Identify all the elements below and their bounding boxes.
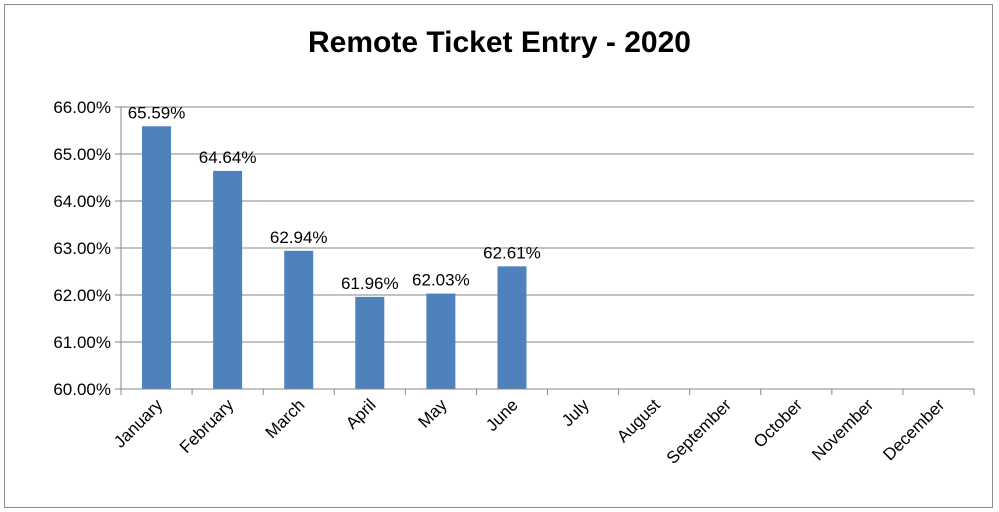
x-tick-label: December: [879, 395, 948, 464]
x-tick-label: August: [613, 395, 664, 446]
y-tick-label: 60.00%: [53, 380, 111, 399]
x-tick-label: July: [558, 395, 593, 430]
data-label: 62.61%: [483, 243, 541, 262]
y-tick-label: 63.00%: [53, 239, 111, 258]
x-tick-label: January: [110, 395, 167, 452]
chart-title: Remote Ticket Entry - 2020: [308, 26, 691, 59]
y-tick-label: 61.00%: [53, 333, 111, 352]
bar: [426, 293, 456, 389]
x-tick-label: September: [663, 395, 735, 467]
bar: [497, 266, 527, 389]
y-tick-label: 62.00%: [53, 286, 111, 305]
y-tick-label: 65.00%: [53, 145, 111, 164]
x-tick-label: November: [808, 395, 877, 464]
x-tick-label: February: [176, 395, 238, 457]
x-tick-label: October: [750, 395, 806, 451]
x-tick-label: June: [482, 395, 522, 435]
x-tick-label: April: [342, 395, 379, 432]
data-label: 61.96%: [341, 274, 399, 293]
x-tick-label: May: [415, 395, 451, 431]
data-label: 65.59%: [128, 103, 186, 122]
data-label: 62.03%: [412, 271, 470, 290]
bar: [213, 170, 243, 389]
bar: [355, 296, 385, 389]
x-tick-label: March: [262, 395, 309, 442]
data-label: 64.64%: [199, 148, 257, 167]
bar: [284, 250, 314, 389]
bar: [142, 126, 172, 390]
y-tick-label: 66.00%: [53, 98, 111, 117]
y-tick-label: 64.00%: [53, 192, 111, 211]
data-label: 62.94%: [270, 228, 328, 247]
